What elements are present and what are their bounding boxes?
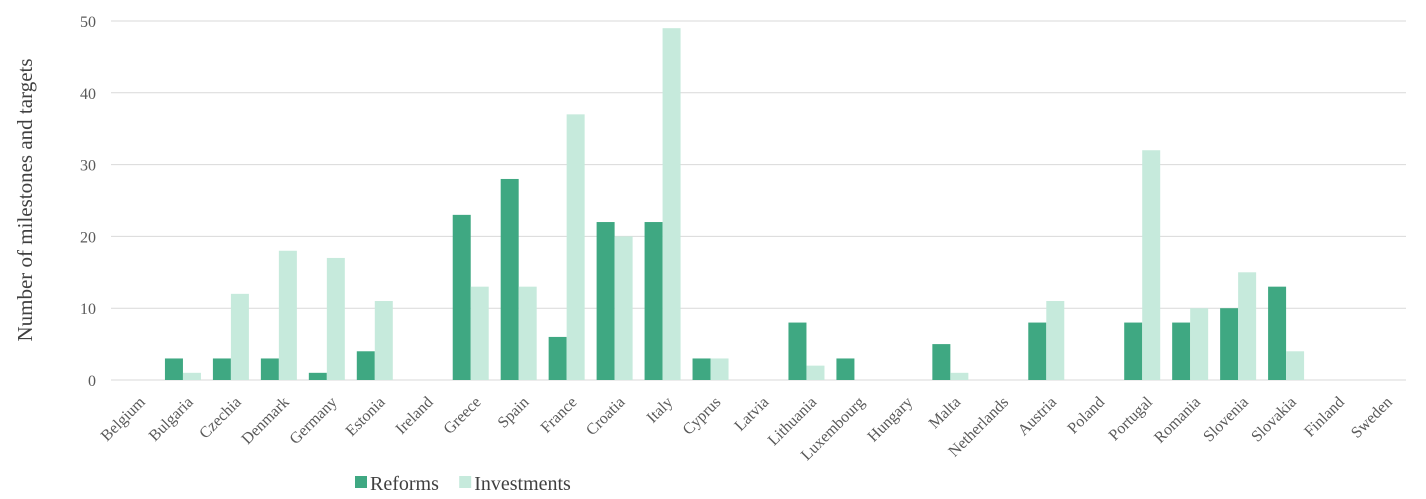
bar-investments-portugal <box>1142 150 1161 380</box>
x-tick-label: Bulgaria <box>146 394 197 445</box>
bar-investments-romania <box>1190 308 1209 380</box>
bar-investments-czechia <box>230 293 249 380</box>
legend-swatch <box>355 476 367 488</box>
legend-label: Investments <box>474 473 571 495</box>
bar-reforms-slovakia <box>1268 286 1287 380</box>
bar-investments-cyprus <box>710 358 729 380</box>
x-tick-label: Romania <box>1151 394 1204 447</box>
y-tick-label: 0 <box>88 373 96 390</box>
bar-investments-croatia <box>614 236 633 380</box>
bar-investments-greece <box>470 286 489 380</box>
bar-investments-italy <box>662 28 681 381</box>
bar-investments-slovenia <box>1238 272 1257 380</box>
bar-reforms-france <box>548 336 567 380</box>
bar-investments-malta <box>950 372 969 380</box>
bar-investments-denmark <box>278 250 297 380</box>
x-tick-label: Cyprus <box>680 394 725 439</box>
bar-reforms-austria <box>1028 322 1047 380</box>
legend-swatch <box>459 476 472 488</box>
bar-reforms-bulgaria <box>164 358 183 380</box>
bars <box>164 28 1305 381</box>
bar-reforms-cyprus <box>692 358 711 380</box>
bar-investments-bulgaria <box>182 372 201 380</box>
bar-reforms-portugal <box>1124 322 1143 380</box>
bar-investments-spain <box>518 286 537 380</box>
bar-reforms-greece <box>452 214 471 380</box>
x-tick-label: Sweden <box>1348 394 1396 442</box>
y-tick-label: 10 <box>80 301 96 318</box>
bar-investments-estonia <box>374 301 393 380</box>
y-tick-label: 50 <box>80 14 96 31</box>
bar-reforms-estonia <box>356 351 375 380</box>
x-tick-label: Austria <box>1015 394 1060 439</box>
legend-label: Reforms <box>370 473 439 495</box>
x-tick-label: Greece <box>441 394 485 438</box>
bar-reforms-italy <box>644 222 663 380</box>
bar-reforms-czechia <box>212 358 231 380</box>
x-tick-label: Italy <box>644 394 677 427</box>
x-tick-label: Germany <box>287 394 341 448</box>
bar-reforms-romania <box>1172 322 1191 380</box>
bar-investments-austria <box>1046 301 1065 380</box>
x-tick-label: Belgium <box>98 393 149 444</box>
x-tick-label: Poland <box>1065 394 1108 437</box>
bar-reforms-croatia <box>596 222 615 380</box>
x-tick-label: Croatia <box>583 394 628 439</box>
bar-reforms-germany <box>308 372 327 380</box>
bar-reforms-slovenia <box>1220 308 1239 380</box>
bar-reforms-malta <box>932 344 951 380</box>
y-tick-label: 40 <box>80 86 96 103</box>
y-axis-ticks: 0 10 20 30 40 50 <box>80 14 96 390</box>
x-tick-label: Ireland <box>393 394 437 438</box>
x-tick-label: Slovenia <box>1200 394 1252 446</box>
bar-investments-france <box>566 114 585 380</box>
legend: Reforms Investments <box>355 473 571 495</box>
x-tick-label: Hungary <box>865 394 917 446</box>
y-axis-label: Number of milestones and targets <box>13 58 37 341</box>
x-tick-label: Spain <box>495 394 533 432</box>
x-tick-label: Latvia <box>731 394 772 435</box>
x-tick-label: Slovakia <box>1248 394 1300 446</box>
x-tick-label: Portugal <box>1106 393 1157 444</box>
bar-reforms-denmark <box>260 358 279 380</box>
x-tick-label: France <box>538 394 581 437</box>
y-tick-label: 30 <box>80 158 96 175</box>
x-tick-label: Czechia <box>196 394 244 442</box>
bar-reforms-spain <box>500 178 519 380</box>
x-tick-label: Denmark <box>239 394 293 448</box>
y-tick-label: 20 <box>80 229 96 246</box>
bar-reforms-luxembourg <box>836 358 855 380</box>
gridlines <box>111 20 1406 381</box>
x-tick-label: Malta <box>926 394 964 432</box>
x-tick-label: Estonia <box>343 394 389 440</box>
x-tick-label: Finland <box>1301 394 1348 441</box>
bar-investments-lithuania <box>806 365 825 380</box>
bar-investments-germany <box>326 257 345 380</box>
bar-investments-slovakia <box>1286 351 1305 380</box>
bar-reforms-lithuania <box>788 322 807 380</box>
